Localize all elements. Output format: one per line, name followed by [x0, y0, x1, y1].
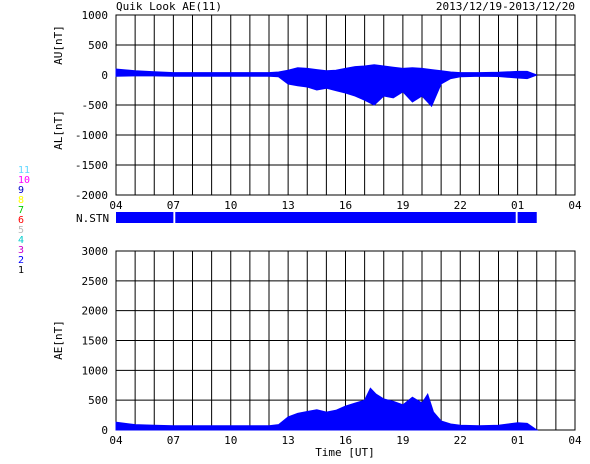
al-axis-label: AL[nT] [52, 110, 65, 150]
au-axis-label: AU[nT] [52, 25, 65, 65]
al-area [115, 74, 537, 108]
x-tick-label: 04 [568, 199, 582, 212]
y-tick-label: 500 [88, 394, 108, 407]
y-tick-label: 0 [101, 69, 108, 82]
legend-station-5: 5 [18, 225, 25, 236]
y-tick-label: -2000 [75, 189, 108, 202]
x-tick-label: 10 [224, 434, 237, 447]
ae-area [115, 387, 539, 431]
legend-station-7: 7 [18, 205, 25, 216]
au-area [115, 64, 537, 76]
chart-title: Quik Look AE(11) [116, 0, 222, 13]
ae-axis-label: AE[nT] [52, 320, 65, 360]
station-bar-segment [116, 212, 174, 223]
x-tick-label: 10 [224, 199, 237, 212]
legend-station-6: 6 [18, 215, 25, 226]
x-tick-label: 22 [454, 199, 467, 212]
x-tick-label: 13 [282, 434, 295, 447]
legend-station-1: 1 [18, 265, 25, 276]
legend-station-9: 9 [18, 185, 25, 196]
y-tick-label: 1500 [82, 335, 109, 348]
x-tick-label: 07 [167, 434, 180, 447]
station-bar-segment [175, 212, 516, 223]
y-tick-label: 1000 [82, 364, 109, 377]
station-count-panel: N.STN [76, 212, 537, 225]
x-tick-label: 04 [568, 434, 582, 447]
x-tick-label: 19 [396, 434, 409, 447]
x-tick-label: 13 [282, 199, 295, 212]
legend-station-3: 3 [18, 245, 25, 256]
y-tick-label: 2500 [82, 275, 109, 288]
y-tick-label: -500 [82, 99, 109, 112]
legend-station-8: 8 [18, 195, 25, 206]
plot-frame [115, 14, 576, 196]
x-tick-label: 01 [511, 199, 524, 212]
x-tick-label: 16 [339, 199, 352, 212]
x-tick-label: 22 [454, 434, 467, 447]
legend-station-11: 11 [18, 165, 31, 176]
x-tick-label: 04 [109, 199, 123, 212]
station-count-label: N.STN [76, 212, 109, 225]
station-bar-segment [517, 212, 537, 223]
x-tick-label: 04 [109, 434, 123, 447]
x-tick-label: 19 [396, 199, 409, 212]
y-tick-label: -1500 [75, 159, 108, 172]
y-tick-label: -1000 [75, 129, 108, 142]
y-tick-label: 1000 [82, 9, 109, 22]
legend-station-4: 4 [18, 235, 25, 246]
legend-station-10: 10 [18, 175, 31, 186]
date-range: 2013/12/19-2013/12/20 [436, 0, 575, 13]
x-tick-label: 01 [511, 434, 524, 447]
y-tick-label: 3000 [82, 245, 109, 258]
x-tick-label: 07 [167, 199, 180, 212]
x-axis-title: Time [UT] [315, 446, 375, 459]
y-tick-label: 500 [88, 39, 108, 52]
legend-station-2: 2 [18, 255, 25, 266]
y-tick-label: 2000 [82, 305, 109, 318]
y-tick-label: 0 [101, 424, 108, 437]
x-tick-label: 16 [339, 434, 352, 447]
